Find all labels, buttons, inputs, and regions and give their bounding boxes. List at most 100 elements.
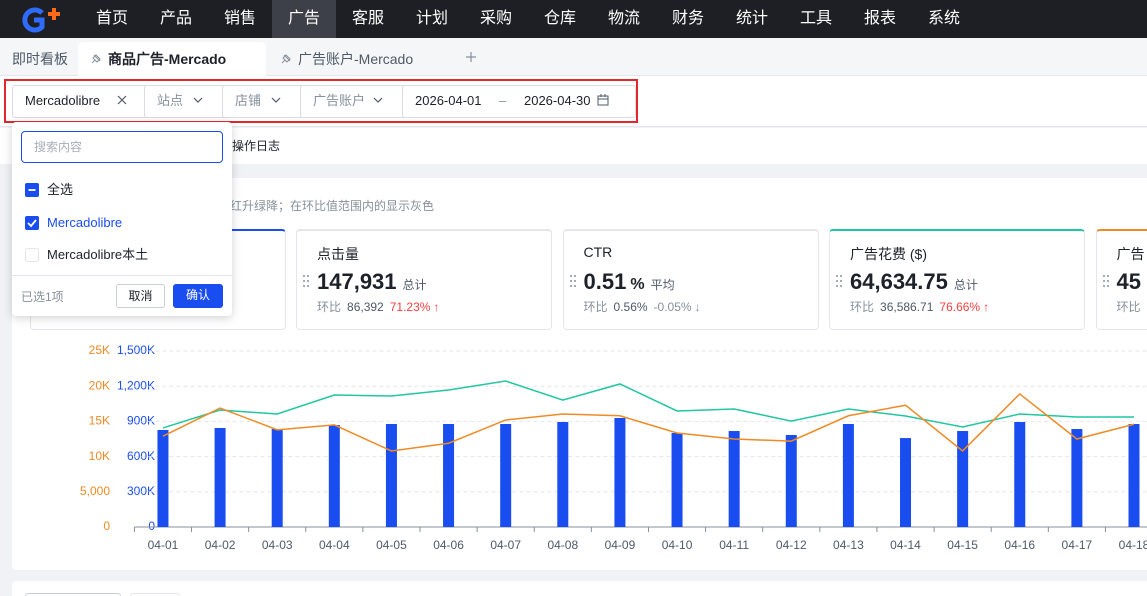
x-tick-label: 04-05 [376, 538, 407, 552]
confirm-button[interactable]: 确认 [173, 284, 223, 308]
card-main: 45 [1117, 269, 1141, 295]
card-value: 45 [1116, 269, 1141, 294]
drag-dot [840, 285, 842, 287]
metric-card: CTR 0.51% 平均 环比 0.56% -0.05% ↓ [562, 229, 819, 330]
previous-value: 0.56% [613, 300, 648, 314]
site-select[interactable]: 站点 [144, 85, 228, 118]
y-tick-label: 1,200K [117, 378, 155, 392]
card-compare: 环比 86,392 71.23% ↑ [317, 298, 451, 315]
change-value: -0.05% [653, 300, 692, 314]
bar [785, 435, 797, 527]
checkbox-box [25, 248, 39, 262]
drag-dot [1106, 280, 1109, 282]
shop-placeholder: 店铺 [235, 93, 262, 108]
chevron [271, 97, 281, 103]
nav-item[interactable]: 产品 [159, 10, 192, 27]
tab[interactable]: 即时看板 [0, 42, 76, 76]
metric-card: 点击量 147,931 总计 环比 86,392 71.23% ↑ [296, 229, 552, 330]
change-value: 76.66% [939, 300, 981, 314]
drag-dot [1106, 275, 1109, 277]
drag-dot [303, 275, 305, 277]
add-tab[interactable] [465, 51, 477, 63]
drag-handle [569, 275, 576, 287]
cancel-button[interactable]: 取消 [116, 284, 165, 308]
x-tick-label: 04-16 [1004, 538, 1035, 552]
site-placeholder: 站点 [157, 93, 184, 108]
bar [443, 423, 455, 527]
tab[interactable]: 广告账户-Mercado [268, 42, 448, 76]
nav-item[interactable]: 工具 [799, 10, 832, 27]
y-tick-label: 600K [127, 449, 155, 463]
y2-tick-label: 10K [89, 449, 110, 463]
card-aggregate: 总计 [402, 278, 427, 292]
top-nav: 首页 产品 销售 广告 客服 计划 采购 仓库 物流 财务 统计 工具 报表 系统 [0, 0, 1147, 38]
x-tick-label: 04-04 [319, 538, 350, 552]
x-tick-label: 04-07 [490, 538, 521, 552]
shop-select[interactable]: 店铺 [222, 85, 306, 118]
logo[interactable] [16, 5, 64, 33]
platform-select[interactable]: Mercadolibre [12, 85, 150, 118]
bar [728, 431, 740, 527]
card-aggregate: 总计 [953, 278, 978, 292]
nav-item[interactable]: 客服 [351, 10, 384, 27]
y2-tick-label: 20K [89, 378, 110, 392]
drag-dot [1102, 280, 1105, 282]
x-tick-label: 04-12 [776, 538, 807, 552]
highlight-box [4, 79, 638, 123]
card-compare: 环比 [1117, 298, 1147, 315]
ad-account-select[interactable]: 广告账户 [300, 85, 408, 118]
y2-tick-label: 5,000 [80, 484, 110, 498]
nav-item[interactable]: 财务 [671, 10, 704, 27]
previous-value: 86,392 [347, 300, 384, 314]
platform-dropdown: 搜索内容 已选1项 取消 确认 全选 Mercadolibre Mercadolib… [12, 122, 232, 316]
pin-shape [91, 54, 101, 64]
drag-handle [303, 275, 309, 287]
y-tick-label: 0 [148, 519, 155, 533]
drag-dot [836, 280, 838, 282]
option-label: 全选 [47, 182, 74, 197]
tab-bar: 即时看板 商品广告-Mercado 广告账户-Mercado [0, 38, 1147, 76]
drag-dot [836, 275, 838, 277]
nav-item[interactable]: 采购 [479, 10, 512, 27]
search-input[interactable]: 搜索内容 [21, 131, 223, 163]
nav-item[interactable]: 系统 [927, 10, 960, 27]
card-unit: % [630, 276, 645, 293]
drag-dot [573, 285, 576, 287]
button[interactable] [130, 593, 180, 596]
metric-card: 广告 45 环比 [1095, 229, 1147, 330]
clear-icon[interactable] [117, 95, 127, 105]
nav-item[interactable]: 仓库 [543, 10, 576, 27]
bar [614, 417, 626, 527]
compare-label: 环比 [1116, 300, 1141, 314]
nav-item[interactable]: 统计 [735, 10, 768, 27]
y-tick-label: 1,500K [117, 343, 155, 357]
nav-item[interactable]: 首页 [95, 10, 128, 27]
pin-shape [281, 54, 291, 64]
nav-item[interactable]: 销售 [223, 10, 256, 27]
ad-account-placeholder: 广告账户 [313, 93, 366, 108]
card-value: 147,931 [317, 269, 397, 294]
x-tick-label: 04-11 [719, 538, 749, 552]
compare-label: 环比 [317, 300, 342, 314]
bar [557, 421, 569, 527]
card-compare: 环比 0.56% -0.05% ↓ [584, 298, 713, 315]
y2-tick-label: 25K [89, 343, 110, 357]
date-separator: – [499, 93, 507, 108]
confirm-label: 确认 [185, 288, 210, 302]
nav-item[interactable]: 广告 [272, 0, 336, 38]
button[interactable] [25, 593, 121, 596]
drag-dot [307, 285, 309, 287]
drag-handle [836, 275, 842, 287]
log-link[interactable]: 操作日志 [232, 139, 281, 153]
drag-dot [307, 280, 309, 282]
x-tick-label: 04-15 [947, 538, 978, 552]
tab[interactable]: 商品广告-Mercado [78, 42, 266, 76]
change-arrow: ↑ [983, 300, 990, 314]
nav-item[interactable]: 物流 [607, 10, 640, 27]
date-range[interactable]: 2026-04-01 – 2026-04-30 [402, 85, 636, 118]
nav-item[interactable]: 计划 [415, 10, 448, 27]
bar [957, 431, 969, 527]
card-compare: 环比 36,586.71 76.66% ↑ [850, 298, 1001, 315]
checkbox [25, 248, 39, 262]
nav-item[interactable]: 报表 [863, 10, 896, 27]
